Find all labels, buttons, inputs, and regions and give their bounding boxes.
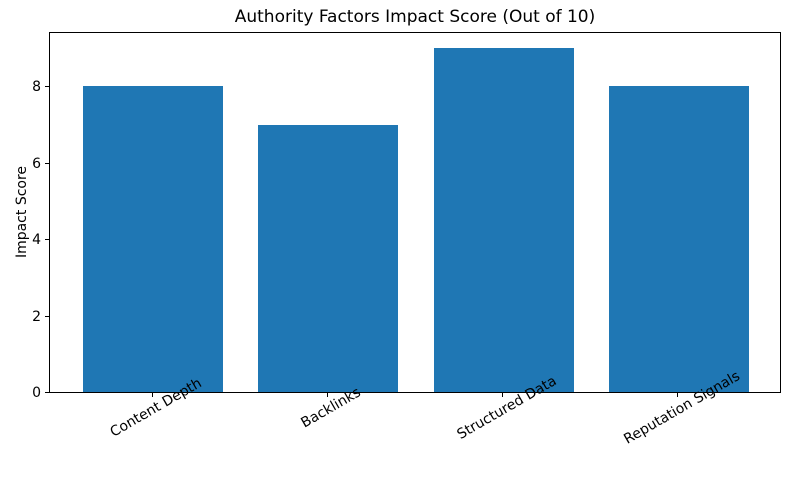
y-tick-mark (45, 239, 49, 241)
y-tick-mark (45, 392, 49, 393)
bar-1 (258, 124, 399, 392)
x-tick-mark (326, 393, 328, 397)
x-tick-mark (502, 393, 504, 397)
y-tick-label: 0 (32, 385, 41, 401)
y-tick-label: 2 (32, 308, 41, 325)
y-tick-mark (45, 315, 49, 317)
y-tick-label: 8 (32, 79, 41, 96)
bar-3 (608, 86, 749, 392)
y-tick-label: 6 (32, 155, 41, 172)
x-tick-mark (151, 393, 153, 397)
x-tick-mark (677, 393, 679, 397)
bar-2 (433, 48, 574, 392)
plot-area (49, 32, 781, 393)
y-tick-mark (45, 162, 49, 164)
bar-0 (83, 86, 224, 392)
y-tick-mark (45, 86, 49, 88)
chart-title: Authority Factors Impact Score (Out of 1… (234, 7, 596, 27)
y-tick-label: 4 (32, 232, 41, 249)
